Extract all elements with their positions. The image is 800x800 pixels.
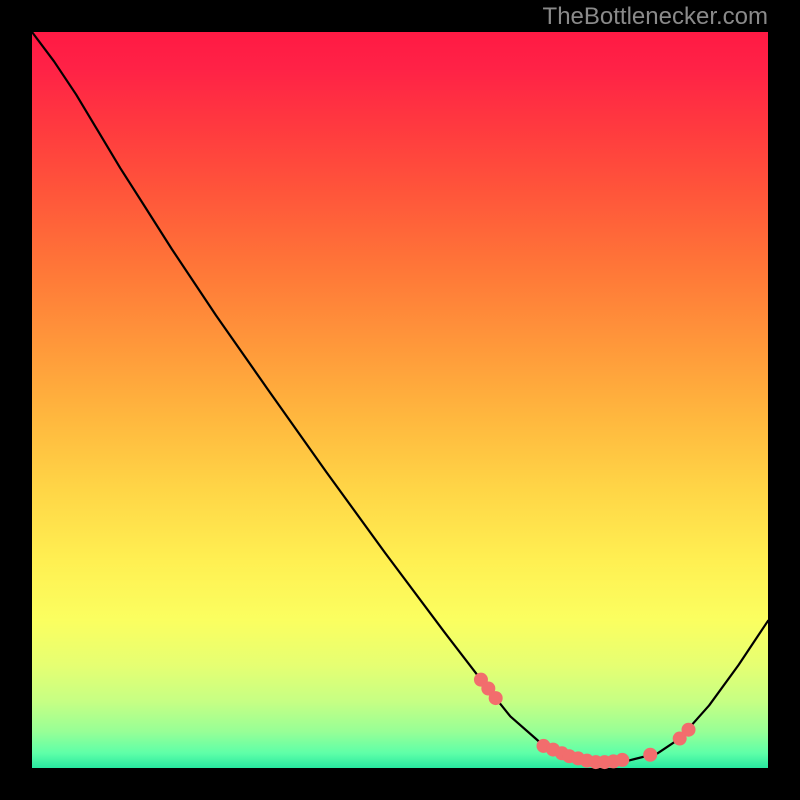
plot-area [32, 32, 768, 768]
curve-marker [615, 753, 629, 767]
bottleneck-curve-chart: TheBottlenecker.com [0, 0, 800, 800]
curve-marker [682, 723, 696, 737]
curve-marker [489, 691, 503, 705]
curve-marker [643, 748, 657, 762]
watermark-text: TheBottlenecker.com [543, 3, 768, 30]
